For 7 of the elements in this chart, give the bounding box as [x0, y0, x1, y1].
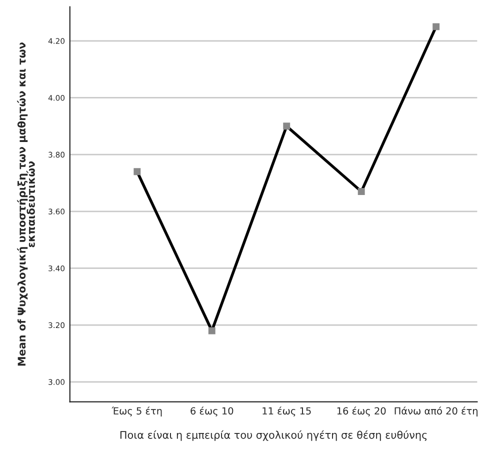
x-tick-label: 11 έως 15 — [262, 406, 311, 416]
y-axis-title: Mean of Ψυχολογική υποστήριξη των μαθητών και των εκπαιδευτικών — [17, 42, 35, 366]
x-tick-label: Πάνω από 20 έτη — [394, 406, 478, 416]
x-tick-label: Έως 5 έτη — [112, 406, 162, 416]
x-tick-label: 16 έως 20 — [337, 406, 386, 416]
x-tick-label: 6 έως 10 — [190, 406, 234, 416]
x-axis-title: Ποια είναι η εμπειρία του σχολικού ηγέτη σε θέση ευθύνης — [120, 430, 427, 441]
